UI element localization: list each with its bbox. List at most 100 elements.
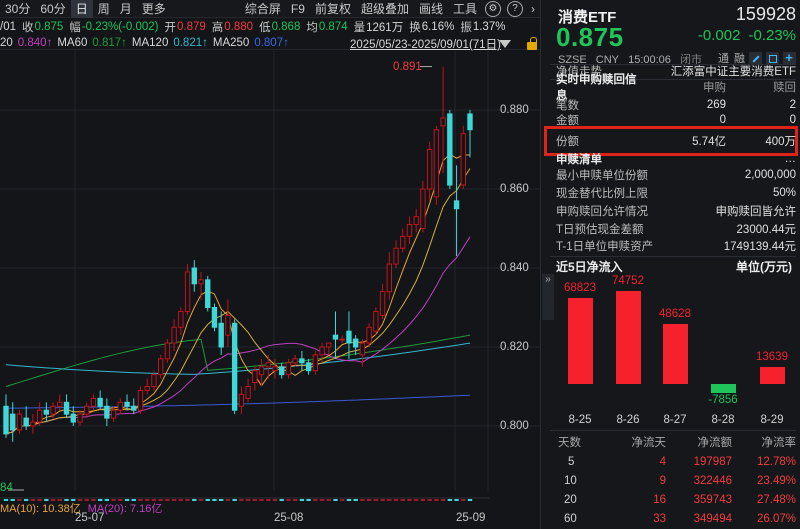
list-item: T日预估现金差额 23000.44元 — [556, 220, 796, 238]
avg-label: 均 — [306, 22, 318, 34]
lock-icon[interactable] — [527, 37, 537, 50]
change-amount: -0.002 — [697, 27, 741, 44]
cell-net-amount: 197987 — [693, 455, 732, 468]
cell-net-days: 9 — [659, 474, 666, 487]
expand-chevron-icon[interactable]: » — [542, 274, 554, 320]
table-row: 5 4 197987 12.78% — [556, 452, 796, 471]
inflow-bar — [663, 323, 688, 384]
cell-net-amount: 349494 — [693, 512, 732, 525]
amplitude-value: 1.37% — [472, 21, 506, 33]
realtime-row-count: 笔数 269 2 — [556, 96, 796, 114]
inflow-value-label: 13639 — [756, 351, 788, 364]
super-overlay-button[interactable]: 超级叠加 — [360, 1, 409, 16]
help-icon[interactable]: ? — [507, 0, 523, 17]
item-value: 2,000,000 — [744, 169, 796, 181]
margin-tag: 融 — [734, 53, 745, 65]
ma60-label: MA60 — [57, 36, 88, 49]
inflow-value-label: 68823 — [564, 282, 596, 295]
cell-net-rate: 27.48% — [756, 493, 796, 506]
cell-net-amount: 359743 — [693, 493, 732, 506]
item-label: 现金替代比例上限 — [556, 188, 648, 200]
ma-legend: 20 0.840↑ MA60 0.817↑ MA120 0.821↑ MA250… — [0, 36, 540, 50]
period-day-tab[interactable]: 日 — [70, 0, 93, 18]
market-status: 闭市 — [679, 54, 702, 66]
inflow-date-label: 8-27 — [663, 414, 687, 426]
f9-button[interactable]: F9 — [290, 1, 305, 16]
cell-net-days: 33 — [653, 512, 666, 525]
inflow-table-header: 天数 净流天 净流额 净流率 — [556, 432, 796, 451]
inflow-bar — [711, 384, 736, 393]
draw-line-button[interactable]: 画线 — [418, 1, 443, 16]
col-days: 天数 — [558, 436, 581, 449]
table-row: 10 9 322446 23.49% — [556, 471, 796, 490]
add-watchlist-icon[interactable] — [783, 50, 796, 65]
col-subscribe: 申购 — [703, 82, 726, 94]
quote-time: 15:00:06 — [628, 54, 671, 66]
table-row: 20 16 359743 27.48% — [556, 490, 796, 509]
item-value: 申购赎回皆允许 — [715, 206, 797, 218]
realtime-header: 实时申购赎回信息 申购 赎回 — [556, 74, 796, 102]
exchange: SZSE — [558, 54, 587, 66]
period-month-tab[interactable]: 月 — [119, 1, 132, 16]
ma20-value: 0.840↑ — [17, 36, 53, 49]
item-value: 50% — [772, 187, 796, 199]
quote-summary: /01 收 0.875 幅 -0.23%(-0.002) 开 0.879 高 0.880… — [0, 18, 540, 36]
item-value: 23000.44元 — [736, 224, 796, 236]
quote-date: /01 — [0, 21, 16, 33]
currency: CNY — [595, 54, 620, 66]
inflow-date-label: 8-25 — [568, 414, 592, 426]
open-label: 开 — [164, 22, 177, 34]
period-30min-tab[interactable]: 30分 — [5, 1, 31, 16]
period-week-tab[interactable]: 周 — [97, 1, 110, 16]
max-price-annotation: 0.891 — [393, 61, 422, 73]
cell-net-days: 16 — [653, 493, 666, 506]
date-range-selector[interactable]: 2025/05/23-2025/09/01(71日) — [350, 39, 501, 51]
subscribe-amount: 0 — [719, 114, 726, 126]
col-redeem: 赎回 — [773, 82, 796, 94]
redeem-shares: 400万 — [765, 136, 796, 148]
forward-adjust-button[interactable]: 前复权 — [314, 1, 351, 16]
y-tick: 0.820 — [500, 341, 529, 353]
turnover-value: 6.16% — [421, 21, 455, 33]
composite-screen-button[interactable]: 综合屏 — [244, 1, 281, 16]
creation-list-header: 申赎清单 … — [556, 152, 796, 166]
y-tick: 0.860 — [500, 183, 529, 195]
open-value: 0.879 — [177, 21, 206, 33]
gear-icon[interactable]: ⚙ — [485, 0, 501, 17]
item-label: 申购赎回允许情况 — [556, 206, 648, 218]
row-label: 份额 — [556, 136, 579, 148]
high-label: 高 — [211, 22, 224, 34]
y-tick: 0.800 — [500, 420, 529, 432]
list-item: 最小申赎单位份额 2,000,000 — [556, 166, 796, 184]
row-label: 金额 — [556, 115, 579, 127]
dropdown-triangle-icon[interactable] — [499, 40, 511, 48]
vol-ma20: MA(20): 7.16亿 — [87, 503, 163, 515]
amplitude-label: 振 — [460, 22, 472, 34]
vol-ma10: MA(10): 10.38亿 — [0, 503, 81, 515]
fund-full-name: 汇添富中证主要消费ETF — [670, 66, 796, 78]
x-tick: 25-08 — [274, 512, 304, 524]
change-percent: -0.23% — [748, 27, 796, 44]
tools-button[interactable]: 工具 — [452, 1, 477, 16]
last-price: 0.875 — [556, 22, 624, 52]
x-tick: 25-09 — [456, 512, 486, 524]
alert-icon[interactable] — [766, 51, 779, 65]
y-tick: 0.840 — [500, 262, 529, 274]
low-label: 低 — [259, 22, 271, 34]
inflow-bar — [760, 367, 785, 384]
kline-panel: 30分 60分 日 周 月 更多 综合屏 F9 前复权 超级叠加 画线 工具 ⚙… — [0, 0, 541, 529]
item-value: 1749139.44元 — [723, 241, 796, 253]
more-button[interactable]: … — [784, 153, 797, 165]
chevron-right-icon[interactable]: › — [531, 1, 535, 16]
net-inflow-unit: 单位(万元) — [736, 260, 792, 274]
price-change: -0.002 -0.23% — [690, 27, 796, 44]
change-label: 幅 — [69, 22, 81, 34]
period-60min-tab[interactable]: 60分 — [40, 1, 66, 16]
list-item: 申购赎回允许情况 申购赎回皆允许 — [556, 202, 796, 220]
inflow-bar — [616, 291, 641, 384]
subscribe-count: 269 — [706, 99, 726, 111]
period-more-tab[interactable]: 更多 — [141, 1, 166, 16]
candlestick-chart[interactable] — [0, 51, 541, 501]
nav-trend-row[interactable]: 净值走势 汇添富中证主要消费ETF — [556, 62, 796, 80]
pen-icon[interactable] — [749, 51, 762, 65]
